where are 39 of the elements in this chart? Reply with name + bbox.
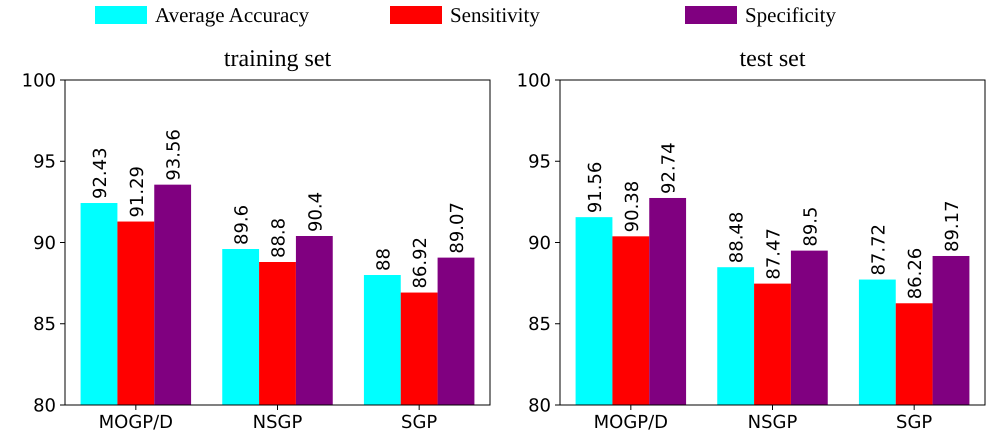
- x-tick-label: MOGP/D: [594, 412, 668, 433]
- y-tick-label: 100: [22, 70, 56, 92]
- y-tick-label: 95: [33, 152, 56, 173]
- data-label: 89.6: [232, 204, 253, 245]
- x-tick-label: NSGP: [252, 412, 302, 433]
- data-label: 88.48: [726, 212, 748, 264]
- legend-label: Average Accuracy: [155, 3, 310, 27]
- data-label: 87.47: [764, 228, 784, 280]
- data-label: 91.56: [585, 162, 606, 214]
- data-label: 93.56: [164, 129, 185, 181]
- data-label: 86.92: [410, 237, 432, 289]
- y-tick-label: 90: [33, 232, 56, 254]
- x-tick-label: SGP: [896, 412, 932, 433]
- y-tick-label: 90: [528, 232, 551, 254]
- data-label: 89.07: [447, 202, 468, 254]
- data-label: 92.74: [658, 142, 680, 194]
- x-tick-label: SGP: [401, 412, 438, 433]
- data-label: 87.72: [868, 224, 890, 276]
- data-label: 91.29: [126, 166, 148, 218]
- y-tick-label: 85: [33, 314, 56, 336]
- y-tick-label: 80: [33, 395, 56, 416]
- data-label: 89.5: [800, 206, 822, 247]
- data-label: 89.17: [942, 200, 963, 252]
- data-label: 88.8: [268, 218, 290, 258]
- chart-title: training set: [224, 46, 332, 72]
- chart-title: test set: [740, 46, 806, 72]
- legend-label: Specificity: [745, 3, 836, 27]
- data-label: 90.38: [622, 180, 643, 232]
- data-label: 90.4: [305, 192, 326, 232]
- data-label: 92.43: [90, 147, 111, 200]
- y-tick-label: 95: [528, 152, 551, 173]
- y-tick-label: 85: [528, 314, 551, 336]
- x-tick-label: MOGP/D: [98, 412, 174, 433]
- data-label: 86.26: [905, 248, 926, 300]
- y-tick-label: 80: [528, 395, 551, 416]
- x-tick-label: NSGP: [748, 412, 798, 433]
- y-tick-label: 100: [516, 70, 551, 92]
- legend-label: Sensitivity: [450, 3, 540, 27]
- data-label: 88: [373, 248, 394, 271]
